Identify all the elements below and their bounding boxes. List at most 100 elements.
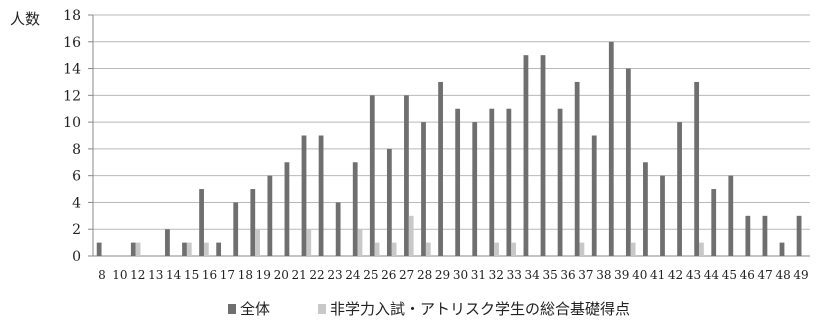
- bar-series-1: [455, 108, 461, 256]
- x-tick-label: 13: [148, 268, 163, 282]
- bar-series-1: [574, 81, 580, 256]
- bar-series-1: [523, 55, 529, 256]
- bars: [96, 41, 802, 257]
- bar-series-1: [660, 175, 665, 256]
- x-tick-label: 43: [686, 268, 701, 282]
- bar-series-1: [711, 189, 717, 256]
- y-tick-label: 2: [72, 222, 81, 238]
- y-tick-label: 6: [72, 169, 81, 185]
- x-tick-label: 38: [596, 268, 611, 282]
- y-axis-label: 人数: [10, 10, 40, 28]
- bar-series-1: [301, 135, 307, 256]
- x-tick-label: 10: [112, 268, 127, 282]
- x-tick-label: 28: [417, 268, 432, 282]
- bar-series-1: [625, 68, 631, 256]
- bar-series-1: [540, 55, 546, 256]
- bar-series-1: [557, 108, 563, 256]
- y-tick-label: 4: [72, 195, 81, 211]
- x-tick-label: 30: [453, 268, 468, 282]
- y-tick-label: 10: [63, 115, 81, 131]
- bar-series-1: [779, 242, 785, 256]
- y-tick-label: 8: [72, 142, 81, 158]
- bar-series-2: [203, 242, 209, 256]
- bar-series-1: [728, 175, 734, 256]
- bar-series-1: [762, 215, 768, 256]
- bar-series-1: [591, 135, 597, 256]
- bar-series-2: [357, 229, 363, 256]
- x-tick-label: 40: [632, 268, 647, 282]
- axes: [88, 14, 810, 257]
- x-tick-label: 17: [220, 268, 235, 282]
- bar-series-1: [233, 202, 239, 256]
- bar-series-1: [352, 162, 358, 256]
- legend-label-series-2: 非学力入試・アトリスク学生の総合基礎得点: [330, 300, 630, 318]
- bar-series-1: [165, 229, 170, 256]
- bar-series-1: [267, 175, 273, 256]
- x-tick-label: 25: [363, 268, 378, 282]
- x-tick-label: 44: [704, 268, 720, 282]
- x-tick-label: 29: [435, 268, 450, 282]
- bar-series-1: [130, 242, 136, 256]
- bar-series-2: [699, 242, 704, 256]
- y-tick-label: 16: [63, 35, 81, 51]
- legend-swatch-series-2: [318, 304, 326, 314]
- bar-series-1: [438, 81, 443, 256]
- gridlines: [93, 14, 810, 257]
- bar-series-2: [186, 242, 192, 256]
- x-tick-label: 18: [238, 268, 253, 282]
- x-tick-label: 41: [650, 268, 665, 282]
- y-tick-label: 12: [63, 88, 81, 104]
- y-tick-labels: 0 2 4 6 8 10 12 14 16 18: [63, 8, 81, 265]
- bar-series-1: [182, 242, 187, 256]
- x-tick-label: 8: [98, 268, 106, 282]
- bar-series-2: [391, 242, 397, 256]
- x-tick-label: 31: [471, 268, 486, 282]
- bar-series-2: [135, 242, 141, 256]
- x-tick-label: 48: [775, 268, 790, 282]
- x-tick-label: 42: [668, 268, 683, 282]
- x-tick-label: 46: [740, 268, 755, 282]
- y-tick-label: 18: [63, 8, 81, 24]
- bar-series-1: [369, 95, 375, 256]
- bar-series-1: [472, 122, 478, 256]
- x-tick-label: 39: [614, 268, 629, 282]
- x-tick-label: 12: [130, 268, 145, 282]
- bar-series-1: [421, 122, 426, 256]
- bar-series-1: [386, 148, 392, 256]
- x-tick-label: 47: [758, 268, 773, 282]
- bar-series-1: [318, 135, 324, 256]
- x-tick-label: 27: [399, 268, 414, 282]
- bar-series-2: [511, 242, 517, 256]
- x-tick-label: 37: [578, 268, 593, 282]
- bar-series-2: [494, 242, 499, 256]
- bar-series-1: [216, 242, 222, 256]
- legend-label-series-1: 全体: [240, 300, 270, 318]
- x-tick-label: 19: [256, 268, 271, 282]
- x-tick-label: 23: [327, 268, 342, 282]
- bar-series-1: [506, 108, 512, 256]
- x-tick-label: 22: [309, 268, 324, 282]
- x-tick-label: 35: [542, 268, 557, 282]
- y-tick-label: 0: [72, 249, 81, 265]
- bar-series-2: [374, 242, 380, 256]
- bar-series-1: [489, 108, 495, 256]
- bar-series-1: [745, 215, 751, 256]
- x-tick-label: 33: [507, 268, 522, 282]
- bar-series-1: [643, 162, 648, 256]
- bar-series-1: [199, 189, 204, 256]
- bar-series-2: [408, 215, 414, 256]
- y-tick-label: 14: [63, 62, 81, 78]
- bar-series-1: [608, 41, 614, 257]
- bar-series-1: [404, 95, 409, 256]
- x-tick-label: 16: [202, 268, 217, 282]
- x-tick-label: 20: [274, 268, 289, 282]
- bar-series-2: [306, 229, 312, 256]
- x-tick-label: 34: [525, 268, 541, 282]
- bar-series-2: [630, 242, 636, 256]
- x-tick-label: 14: [166, 268, 182, 282]
- bar-series-1: [677, 122, 682, 256]
- bar-series-1: [796, 215, 802, 256]
- x-tick-label: 45: [722, 268, 737, 282]
